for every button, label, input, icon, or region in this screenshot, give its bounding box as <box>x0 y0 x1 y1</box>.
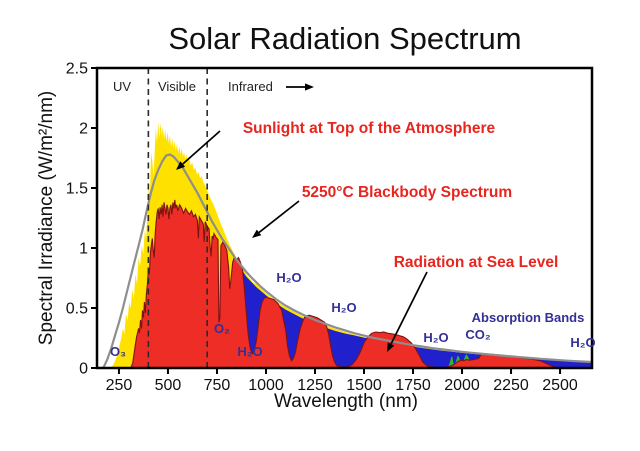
toa-arrow <box>182 130 221 165</box>
uv-band-label: UV <box>113 79 131 94</box>
molecule-label-O: O₃ <box>110 344 126 359</box>
y-tick-label: 2 <box>79 121 88 138</box>
sea-level-arrow-head <box>387 342 395 352</box>
annotation-arrows <box>176 83 428 352</box>
blackbody-arrow-head <box>252 229 262 238</box>
blackbody-annotation: 5250°C Blackbody Spectrum <box>302 184 512 201</box>
molecule-label-O: O₂ <box>214 321 230 336</box>
x-tick-label: 2500 <box>542 377 578 394</box>
series-line-blackbody <box>102 153 593 369</box>
x-tick-label: 750 <box>204 377 231 394</box>
spectrum-areas <box>111 122 592 369</box>
y-tick-label: 1 <box>79 241 88 258</box>
x-tick-label: 1500 <box>346 377 382 394</box>
x-tick-label: 250 <box>106 377 133 394</box>
axis-ticks: 250 500 750 1000 1250 1500 1750 2000 2250 2500 0 0.… <box>66 61 578 395</box>
toa-annotation: Sunlight at Top of the Atmosphere <box>243 120 496 137</box>
series-area-radiation-at-sea-level <box>129 199 592 369</box>
x-tick-label: 2000 <box>444 377 480 394</box>
x-tick-label: 1000 <box>248 377 284 394</box>
x-tick-label: 1750 <box>395 377 431 394</box>
blackbody-arrow <box>258 200 300 234</box>
absorption-bands-label: Absorption Bands <box>472 310 585 325</box>
x-tick-label: 500 <box>155 377 182 394</box>
plot-frame <box>95 66 594 370</box>
x-tick-label: 1250 <box>297 377 333 394</box>
y-tick-label: 0.5 <box>66 301 88 318</box>
y-tick-label: 1.5 <box>66 181 88 198</box>
x-tick-label: 2250 <box>493 377 529 394</box>
x-axis-title: Wavelength (nm) <box>274 391 418 412</box>
molecule-label-CO: CO₂ <box>465 327 491 342</box>
visible-band-label: Visible <box>158 79 196 94</box>
infrared-arrow-head <box>305 83 314 91</box>
y-tick-label: 2.5 <box>66 61 88 78</box>
molecule-label-HO: H₂O <box>276 270 301 285</box>
y-axis-title: Spectral Irradiance (W/m²/nm) <box>36 91 57 345</box>
sea-level-annotation: Radiation at Sea Level <box>394 254 559 271</box>
blackbody-curve-layer <box>102 153 593 369</box>
molecule-label-HO: H₂O <box>570 335 595 350</box>
band-boundary-lines <box>147 68 208 368</box>
toa-arrow-head <box>176 161 186 170</box>
molecule-label-HO: H₂O <box>423 330 448 345</box>
infrared-band-label: Infrared <box>228 79 273 94</box>
y-tick-label: 0 <box>79 361 88 378</box>
page-title: Solar Radiation Spectrum <box>168 21 521 56</box>
sea-level-arrow <box>390 271 428 345</box>
molecule-labels: O₃ O₂ H₂O H₂O H₂O H₂O CO₂ H₂O <box>110 270 596 359</box>
molecule-label-HO: H₂O <box>237 344 262 359</box>
molecule-label-HO: H₂O <box>331 300 356 315</box>
